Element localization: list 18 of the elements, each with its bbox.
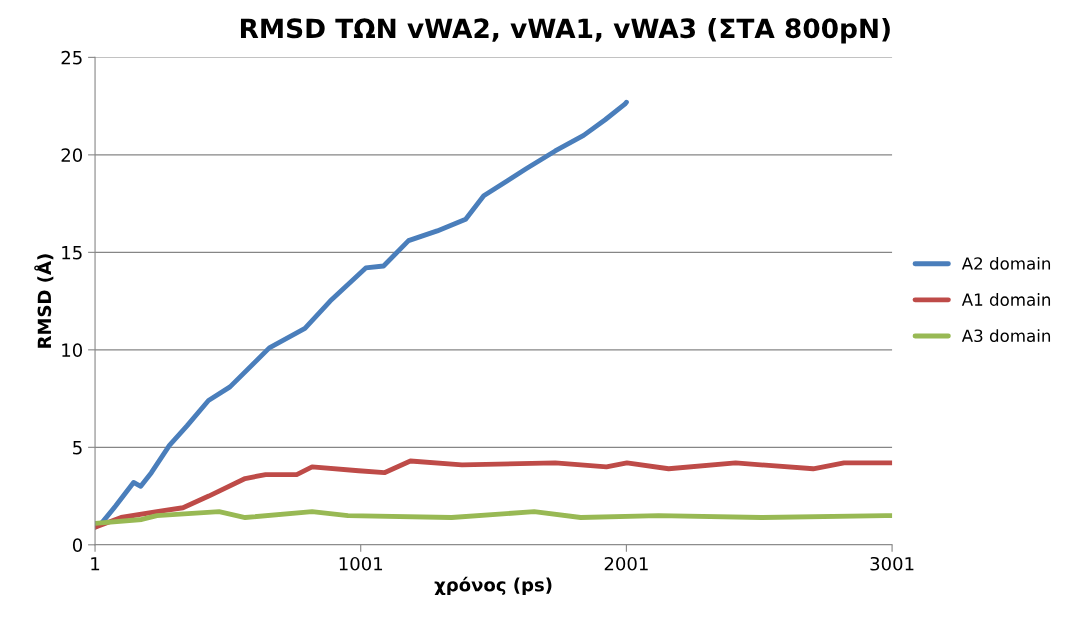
- line-series: [95, 458, 893, 530]
- chart-title: RMSD ΤΩΝ vWA2, vWA1, vWA3 (ΣΤΑ 800pN): [240, 17, 890, 44]
- y-tick-label: 25: [61, 50, 82, 65]
- line-series: [95, 509, 893, 526]
- y-tick-label: 15: [62, 246, 82, 260]
- y-tick-label: 10: [62, 343, 83, 357]
- y-axis-title: RMSD (Å): [34, 254, 54, 348]
- x-tick-label: 2001: [604, 556, 648, 571]
- y-tick-label: 20: [61, 148, 83, 162]
- legend-label: A3 domain: [961, 329, 1051, 343]
- x-tick-label: 3001: [870, 556, 914, 571]
- legend-label: A2 domain: [961, 256, 1051, 270]
- x-tick-label: 1001: [339, 556, 383, 571]
- x-axis-title: χρόνος (ps): [434, 576, 552, 596]
- y-tick-label: 5: [73, 441, 82, 455]
- legend-label: A1 domain: [961, 293, 1051, 306]
- x-tick-label: 1: [91, 557, 100, 571]
- y-tick-label: 0: [72, 538, 83, 552]
